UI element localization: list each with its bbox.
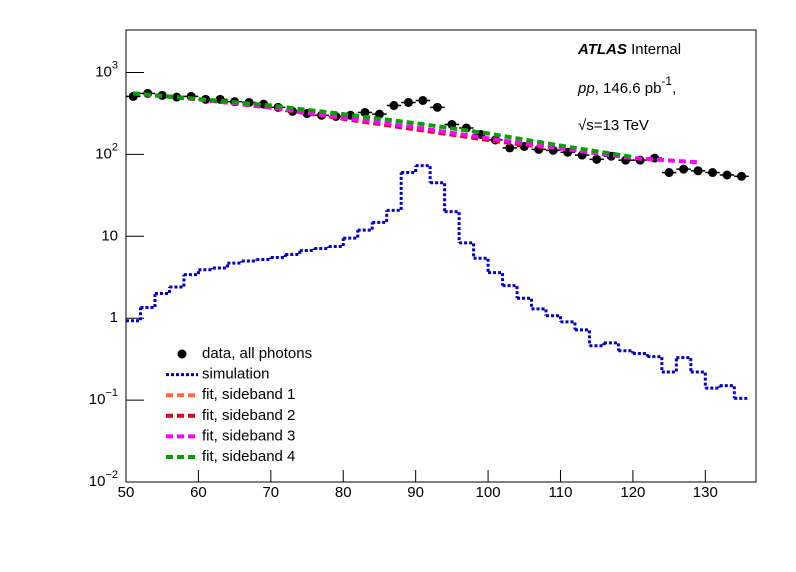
data-point bbox=[737, 171, 747, 181]
legend-label: simulation bbox=[202, 366, 270, 383]
legend-label: data, all photons bbox=[202, 345, 312, 362]
histogram-step bbox=[444, 210, 461, 243]
annotation-part: ATLAS bbox=[577, 41, 627, 58]
y-tick-label: 103 bbox=[95, 59, 118, 80]
annotation-part: Internal bbox=[631, 41, 681, 58]
legend-label: fit, sideband 3 bbox=[202, 427, 295, 444]
annotation: ATLAS Internal bbox=[577, 41, 681, 58]
data-point bbox=[679, 164, 689, 174]
data-point bbox=[403, 97, 413, 107]
histogram-step bbox=[705, 385, 722, 390]
y-tick-base: 10 bbox=[89, 473, 106, 490]
annotation: √s=13 TeV bbox=[578, 117, 649, 134]
y-tick-label: 10−1 bbox=[89, 387, 118, 408]
data-point bbox=[432, 102, 442, 112]
histogram-step bbox=[574, 328, 591, 346]
fit-line bbox=[133, 91, 634, 159]
data-point bbox=[722, 170, 732, 180]
x-tick-label: 80 bbox=[335, 484, 352, 501]
histogram-step bbox=[502, 284, 519, 299]
histogram-step bbox=[719, 384, 736, 399]
y-tick-label: 1 bbox=[110, 309, 118, 326]
histogram-step bbox=[212, 263, 229, 270]
x-tick-label: 70 bbox=[262, 484, 279, 501]
data-point bbox=[592, 154, 602, 164]
annotation-part: -1 bbox=[661, 74, 672, 88]
data-point bbox=[360, 107, 370, 117]
histogram-step bbox=[517, 296, 534, 309]
histogram-step bbox=[183, 269, 200, 277]
annotation-part: , bbox=[672, 80, 676, 97]
y-tick-label: 102 bbox=[95, 141, 118, 162]
histogram-step bbox=[690, 370, 707, 389]
histogram-step bbox=[227, 260, 244, 265]
data-point bbox=[374, 109, 384, 119]
legend-label: fit, sideband 4 bbox=[202, 448, 295, 465]
x-tick-label: 110 bbox=[549, 484, 573, 501]
y-tick-base: 10 bbox=[95, 63, 112, 80]
x-tick-label: 90 bbox=[407, 484, 424, 501]
y-tick-exponent: 2 bbox=[112, 141, 118, 153]
x-tick-label: 100 bbox=[476, 484, 501, 501]
histogram-step bbox=[632, 352, 649, 357]
histogram-step bbox=[270, 254, 287, 260]
legend-marker bbox=[177, 349, 187, 359]
histogram-step bbox=[285, 250, 302, 256]
legend-label: fit, sideband 2 bbox=[202, 407, 295, 424]
frame bbox=[125, 29, 757, 483]
annotation-part: pp bbox=[577, 80, 595, 97]
histogram-step bbox=[328, 238, 345, 249]
x-tick-label: 130 bbox=[693, 484, 718, 501]
legend-label: fit, sideband 1 bbox=[202, 386, 295, 403]
y-tick-label: 10 bbox=[101, 227, 118, 244]
y-tick-base: 10 bbox=[89, 391, 106, 408]
annotation-part: , 146.6 pb bbox=[595, 80, 662, 97]
data-point bbox=[708, 168, 718, 178]
y-tick-label: 10−2 bbox=[89, 469, 118, 490]
y-tick-base: 10 bbox=[95, 145, 112, 162]
x-tick-label: 50 bbox=[118, 484, 135, 501]
data-point bbox=[664, 168, 674, 178]
histogram-step bbox=[241, 259, 258, 263]
y-tick-exponent: 3 bbox=[112, 59, 118, 71]
annotation: pp, 146.6 pb-1, bbox=[577, 74, 676, 97]
y-tick-exponent: −1 bbox=[105, 387, 118, 399]
histogram-step bbox=[372, 210, 389, 224]
data-point bbox=[418, 95, 428, 105]
data-point bbox=[505, 143, 515, 153]
x-tick-label: 120 bbox=[620, 484, 645, 501]
histogram-step bbox=[169, 274, 186, 289]
histogram-step bbox=[415, 164, 432, 183]
y-tick-exponent: −2 bbox=[105, 469, 118, 481]
data-point bbox=[693, 166, 703, 176]
x-tick-label: 60 bbox=[190, 484, 207, 501]
data-point bbox=[389, 101, 399, 111]
